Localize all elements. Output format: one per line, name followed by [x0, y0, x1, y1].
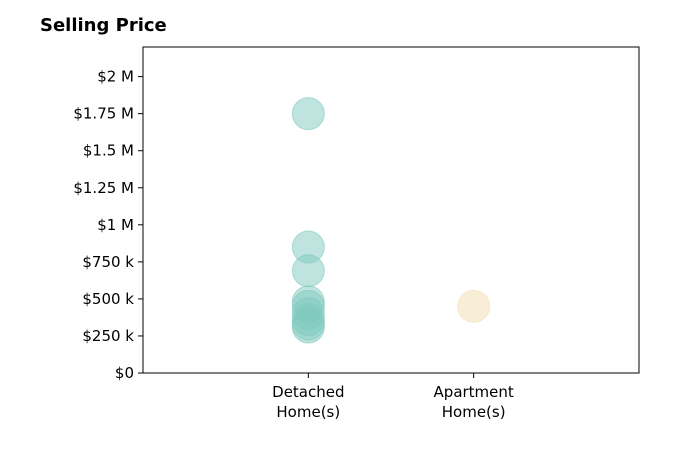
- y-tick-label: $1.5 M: [83, 142, 134, 160]
- y-tick-label: $500 k: [82, 290, 134, 308]
- y-tick-label: $250 k: [82, 327, 134, 345]
- points-layer: [291, 97, 491, 344]
- y-tick-label: $2 M: [97, 68, 134, 86]
- plot-frame: [142, 46, 640, 374]
- data-point: [291, 310, 325, 344]
- chart-title: Selling Price: [40, 15, 167, 36]
- y-tick-label: $1.25 M: [73, 179, 134, 197]
- data-point: [457, 289, 491, 323]
- y-tick-label: $0: [115, 364, 134, 382]
- y-tick-label: $1.75 M: [73, 105, 134, 123]
- x-tick-label: Detached Home(s): [272, 383, 344, 421]
- data-point: [291, 254, 325, 288]
- y-tick-label: $1 M: [97, 216, 134, 234]
- axes-layer: $0 $250 k $500 k $750 k $1 M $1.25 M $1.5 M $1.…: [73, 46, 640, 421]
- x-tick-label: Apartment Home(s): [434, 383, 514, 421]
- data-point: [291, 97, 325, 131]
- y-tick-label: $750 k: [82, 253, 134, 271]
